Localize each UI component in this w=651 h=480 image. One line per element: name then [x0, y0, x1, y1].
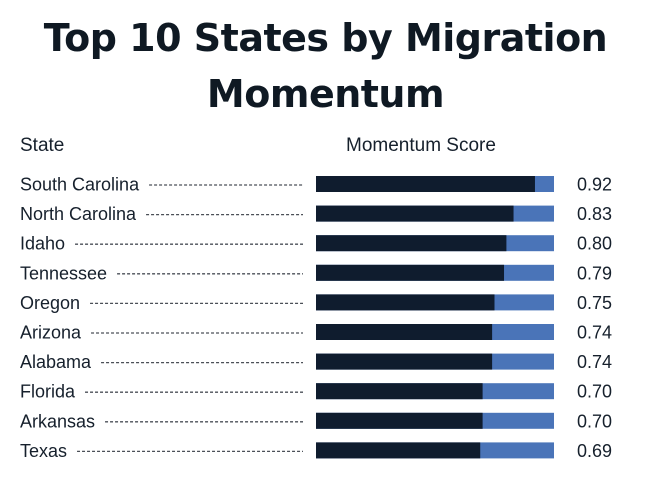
value-label: 0.92: [577, 175, 612, 195]
value-label: 0.70: [577, 411, 612, 431]
bar: [316, 353, 493, 370]
score-column-header: Momentum Score: [346, 135, 496, 156]
value-label: 0.80: [577, 234, 612, 254]
state-label: Arizona: [20, 323, 82, 343]
value-label: 0.74: [577, 352, 612, 372]
state-label: Arkansas: [20, 411, 95, 431]
bar: [316, 442, 481, 459]
bar: [316, 412, 483, 429]
bar: [316, 264, 505, 281]
state-label: Oregon: [20, 293, 80, 313]
bar: [316, 235, 507, 252]
state-label: North Carolina: [20, 204, 137, 224]
state-label: Tennessee: [20, 263, 107, 283]
value-label: 0.83: [577, 204, 612, 224]
chart-title: Top 10 States by Migration Momentum: [43, 16, 608, 116]
state-column-header: State: [20, 135, 65, 156]
value-label: 0.79: [577, 263, 612, 283]
value-label: 0.75: [577, 293, 612, 313]
state-label: Florida: [20, 382, 76, 402]
state-label: Texas: [20, 441, 67, 461]
state-label: Idaho: [20, 234, 65, 254]
state-label: South Carolina: [20, 175, 140, 195]
bar: [316, 176, 535, 192]
value-label: 0.74: [577, 323, 612, 343]
value-label: 0.70: [577, 382, 612, 402]
state-label: Alabama: [20, 352, 92, 372]
value-label: 0.69: [577, 441, 612, 461]
bar: [316, 383, 483, 400]
bar: [316, 205, 514, 222]
bar: [316, 294, 495, 311]
bar: [316, 324, 493, 340]
